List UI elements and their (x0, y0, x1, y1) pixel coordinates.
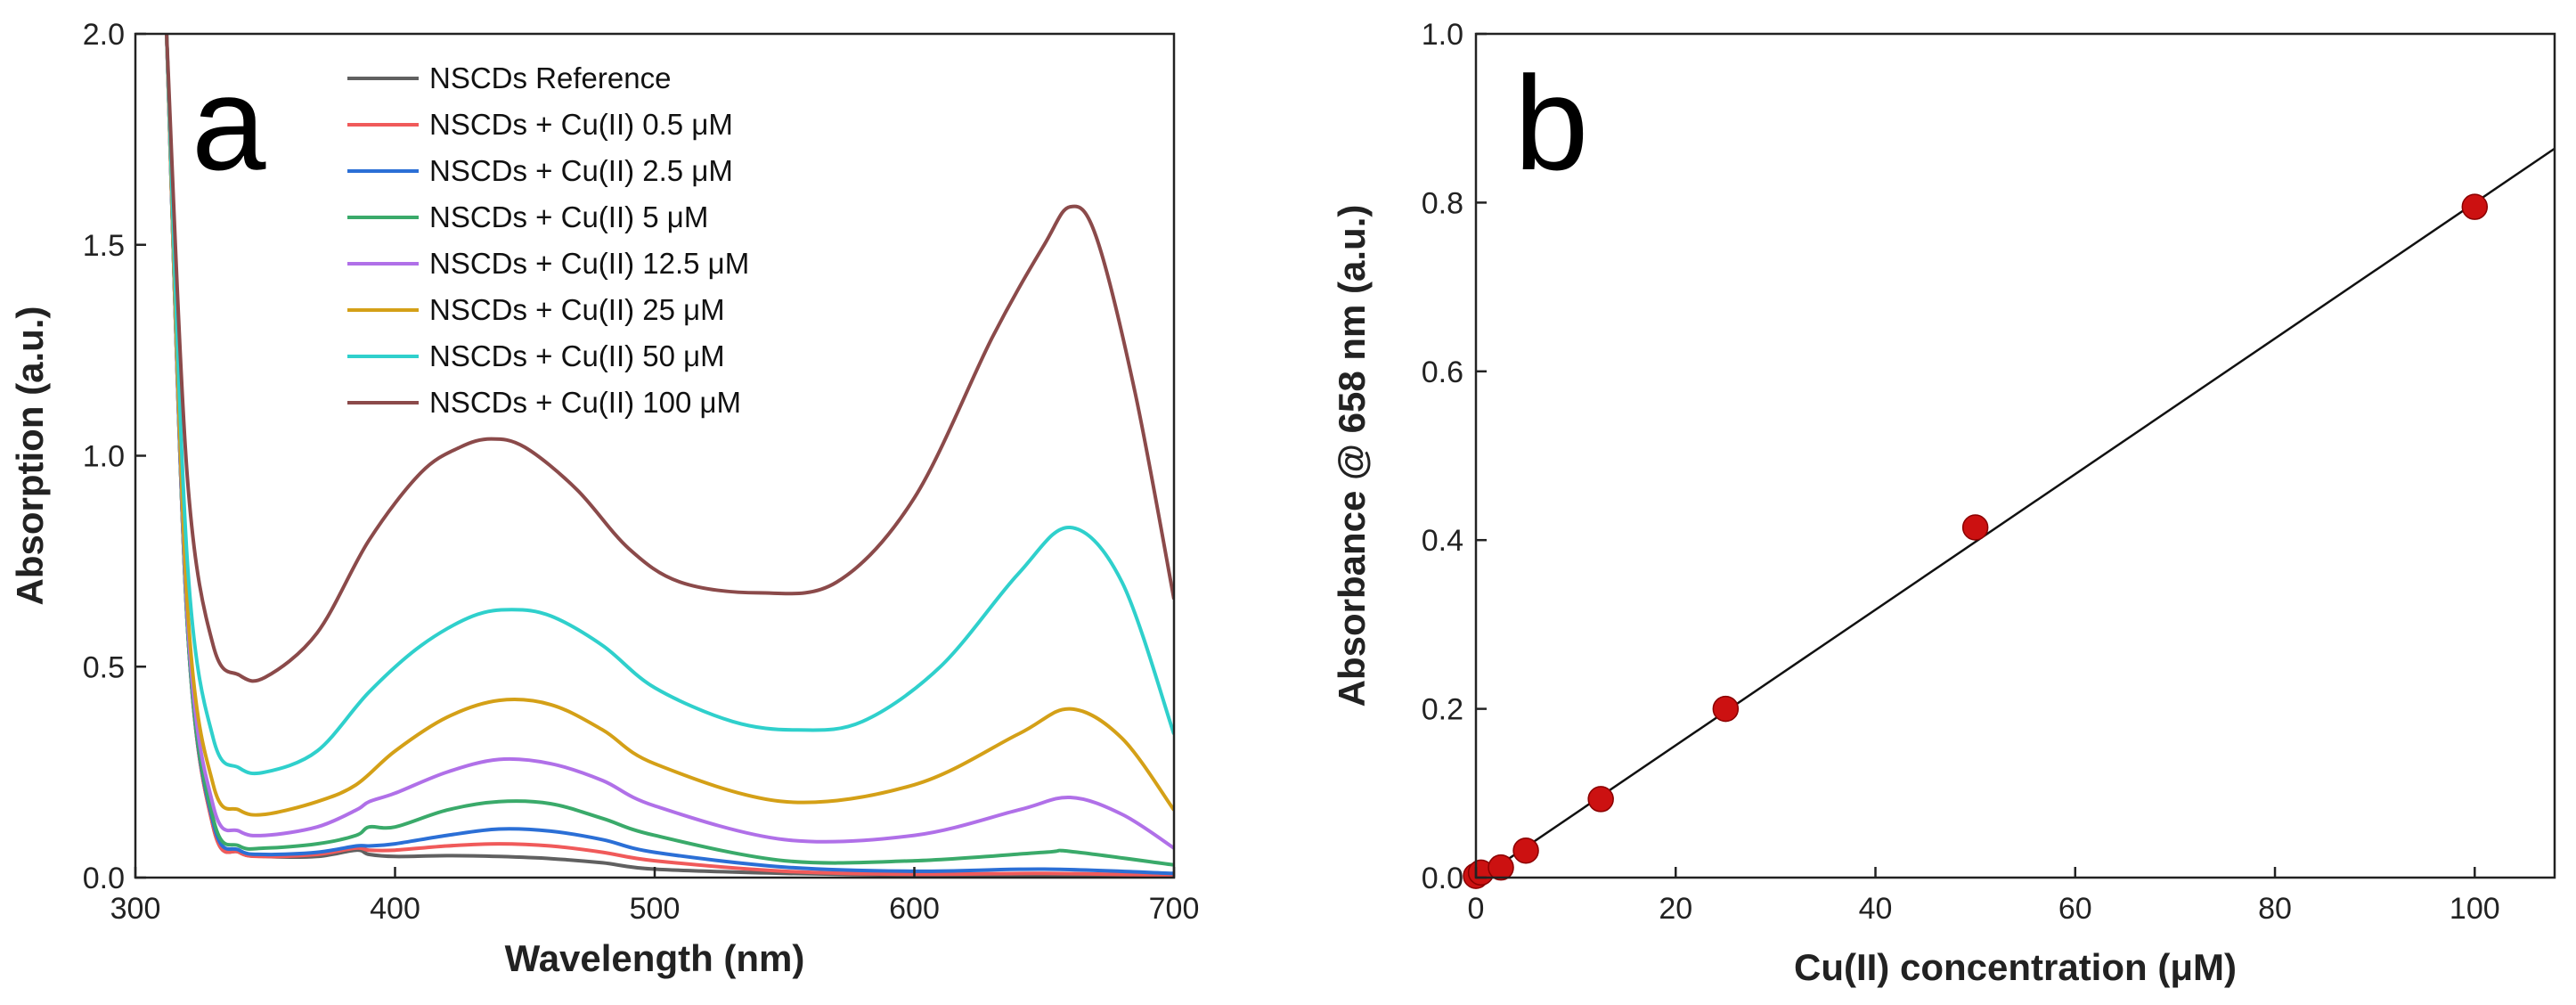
y-tick-label: 1.0 (83, 440, 125, 474)
legend-entry: NSCDs + Cu(II) 2.5 μM (429, 154, 733, 187)
legend-entry: NSCDs Reference (429, 61, 671, 94)
panel-a-y-axis-label: Absorption (a.u.) (9, 306, 51, 606)
panel-b-label: b (1514, 48, 1588, 198)
legend-entry: NSCDs + Cu(II) 25 μM (429, 293, 725, 326)
y-tick-label: 0.5 (83, 650, 125, 684)
x-tick-label: 700 (1149, 892, 1200, 926)
legend-entry: NSCDs + Cu(II) 100 μM (429, 386, 741, 419)
y-tick-label: 0.6 (1422, 355, 1463, 389)
y-tick-label: 0.0 (83, 862, 125, 895)
x-tick-label: 40 (1859, 892, 1893, 926)
x-tick-label: 100 (2450, 892, 2500, 926)
x-tick-label: 0 (1468, 892, 1485, 926)
series-line-5 (165, 34, 1174, 817)
legend-entry: NSCDs + Cu(II) 0.5 μM (429, 108, 733, 141)
panel-b-chart: 0 20 40 60 80 100 0.0 0.2 0.4 0.6 0.8 1.0 Cu(II) co… (1331, 18, 2556, 988)
y-tick-label: 1.5 (83, 229, 125, 263)
legend-entry: NSCDs + Cu(II) 50 μM (429, 339, 725, 372)
data-point (1587, 786, 1614, 813)
data-point (1512, 837, 1539, 864)
legend-entry: NSCDs + Cu(II) 5 μM (429, 200, 708, 233)
panel-b-plot-frame (1474, 32, 2556, 879)
x-tick-label: 600 (889, 892, 940, 926)
panel-a-x-axis-label: Wavelength (nm) (505, 937, 805, 979)
y-tick-label: 2.0 (83, 18, 125, 52)
x-tick-label: 300 (110, 892, 161, 926)
fit-line (1479, 147, 2555, 878)
panel-a-chart: 300 400 500 600 700 0.0 0.5 1.0 1.5 2.0 Wavelengt… (9, 18, 1199, 979)
legend-entry: NSCDs + Cu(II) 12.5 μM (429, 247, 749, 280)
x-tick-label: 400 (370, 892, 420, 926)
series-line-3 (165, 34, 1174, 867)
panel-b-x-axis-label: Cu(II) concentration (μM) (1794, 946, 2237, 988)
x-tick-label: 80 (2258, 892, 2292, 926)
series-line-6 (165, 34, 1174, 776)
panel-b-points (1463, 193, 2489, 889)
data-point (1961, 514, 1989, 541)
y-tick-label: 0.4 (1422, 524, 1463, 558)
panel-a-label: a (192, 48, 266, 198)
data-point (1488, 854, 1514, 881)
data-point (1712, 695, 1740, 723)
series-line-4 (165, 34, 1174, 850)
panel-b-y-axis-label: Absorbance @ 658 nm (a.u.) (1331, 205, 1373, 707)
y-tick-label: 1.0 (1422, 18, 1463, 52)
y-tick-label: 0.8 (1422, 186, 1463, 220)
series-line-7 (165, 34, 1174, 683)
x-tick-label: 500 (630, 892, 681, 926)
panel-a-legend: NSCDs Reference NSCDs + Cu(II) 0.5 μM NSCD… (347, 61, 749, 419)
x-tick-label: 60 (2058, 892, 2092, 926)
y-tick-label: 0.0 (1422, 862, 1463, 895)
panel-a-series (165, 34, 1174, 878)
x-tick-label: 20 (1659, 892, 1692, 926)
data-point (2461, 193, 2489, 220)
y-tick-label: 0.2 (1422, 693, 1463, 727)
